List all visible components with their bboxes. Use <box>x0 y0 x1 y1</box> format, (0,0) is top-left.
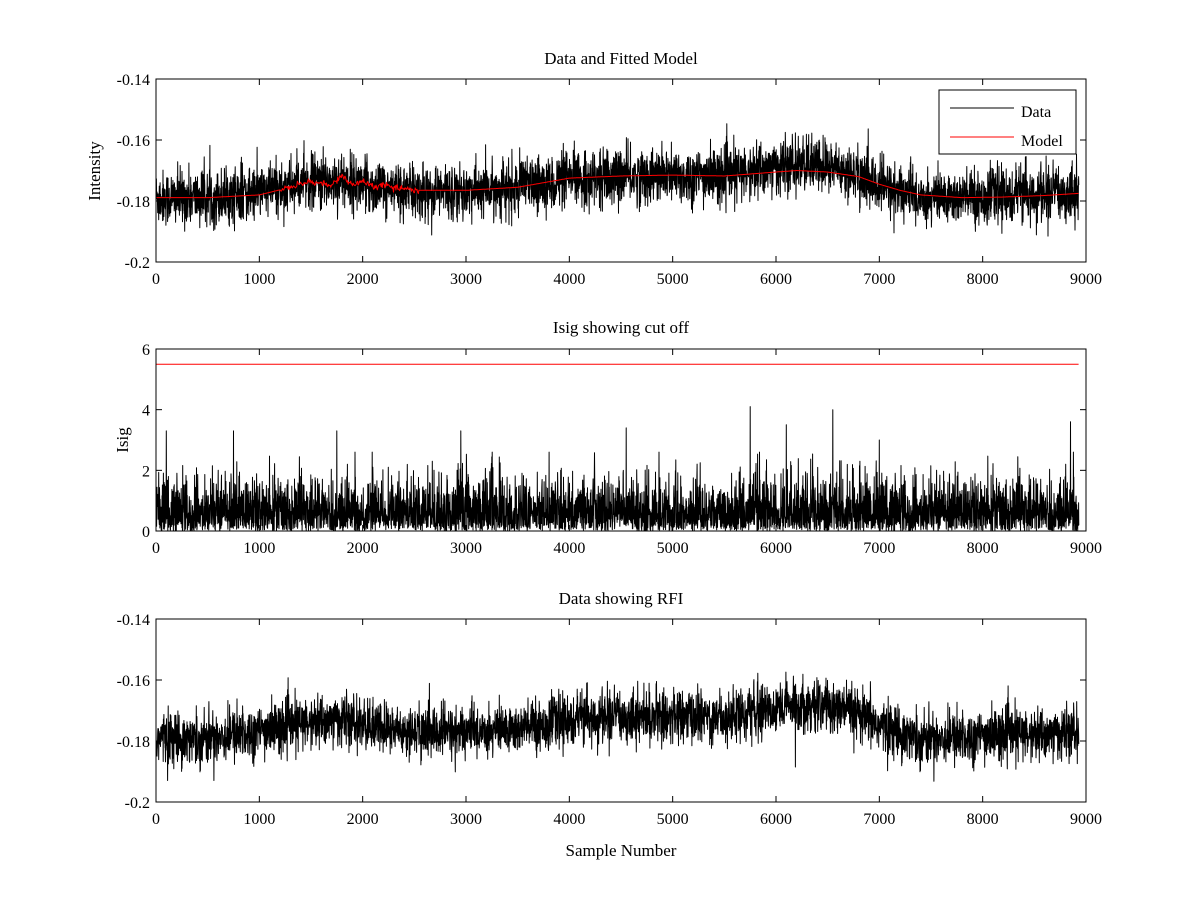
x-tick-label: 3000 <box>450 811 482 828</box>
panel-data-and-fitted-model: Data and Fitted Model Intensity 0 1000 200… <box>85 49 1102 288</box>
x-tick-label: 2000 <box>347 811 379 828</box>
y-axis-label: Isig <box>113 427 132 453</box>
y-tick-label: 6 <box>142 342 150 359</box>
x-tick-label: 4000 <box>553 271 585 288</box>
legend-label-data: Data <box>1021 104 1051 121</box>
x-tick-label: 6000 <box>760 540 792 557</box>
x-tick-label: 6000 <box>760 811 792 828</box>
x-tick-label: 7000 <box>863 540 895 557</box>
x-tick-label: 9000 <box>1070 540 1102 557</box>
y-tick-label: -0.16 <box>117 133 150 150</box>
plot-frame <box>155 348 1087 532</box>
x-tick-label: 9000 <box>1070 271 1102 288</box>
x-tick-label: 7000 <box>863 271 895 288</box>
tick-layer: 0 1000 2000 3000 4000 5000 6000 7000 8000 9000 -0.… <box>117 72 1102 288</box>
x-tick-label: 8000 <box>967 540 999 557</box>
x-tick-label: 8000 <box>967 271 999 288</box>
x-axis-label: Sample Number <box>566 841 677 860</box>
x-tick-label: 0 <box>152 540 160 557</box>
series-layer <box>155 363 1080 532</box>
x-tick-label: 1000 <box>243 811 275 828</box>
panel-isig-showing-cut-off: Isig showing cut off Isig 0 1000 2000 3000 4… <box>113 318 1102 557</box>
chart-title: Isig showing cut off <box>553 318 689 337</box>
y-axis-label: Intensity <box>85 141 104 201</box>
chart-title: Data and Fitted Model <box>544 49 698 68</box>
series-line-0 <box>155 406 1080 532</box>
x-tick-label: 5000 <box>657 271 689 288</box>
y-tick-label: -0.2 <box>125 795 150 812</box>
x-tick-label: 4000 <box>553 811 585 828</box>
y-tick-label: -0.18 <box>117 734 150 751</box>
y-tick-label: -0.14 <box>117 612 150 629</box>
y-tick-label: 2 <box>142 463 150 480</box>
x-tick-label: 2000 <box>347 540 379 557</box>
tick-layer: 0 1000 2000 3000 4000 5000 6000 7000 8000 9000 -0.… <box>117 612 1102 828</box>
y-tick-label: 0 <box>142 524 150 541</box>
tick-layer: 0 1000 2000 3000 4000 5000 6000 7000 8000 9000 0 2 4… <box>142 342 1102 557</box>
series-layer <box>155 123 1080 237</box>
y-tick-label: -0.16 <box>117 673 150 690</box>
series-line-model <box>156 170 1079 199</box>
series-layer <box>155 671 1080 782</box>
series-line-0 <box>155 671 1080 782</box>
legend: Data Model <box>938 89 1077 155</box>
x-tick-label: 3000 <box>450 540 482 557</box>
y-tick-label: -0.14 <box>117 72 150 89</box>
x-tick-label: 1000 <box>243 540 275 557</box>
x-tick-label: 9000 <box>1070 811 1102 828</box>
x-tick-label: 5000 <box>657 540 689 557</box>
x-tick-label: 0 <box>152 811 160 828</box>
panel-data-showing-rfi: Data showing RFI Sample Number 0 1000 2000… <box>117 589 1102 860</box>
legend-label-model: Model <box>1021 133 1063 150</box>
x-tick-label: 5000 <box>657 811 689 828</box>
x-tick-label: 2000 <box>347 271 379 288</box>
x-tick-label: 1000 <box>243 271 275 288</box>
x-tick-label: 4000 <box>553 540 585 557</box>
x-tick-label: 6000 <box>760 271 792 288</box>
plot-frame <box>155 618 1087 803</box>
series-line-data <box>155 123 1080 237</box>
y-tick-label: -0.18 <box>117 194 150 211</box>
plot-frame <box>155 78 1087 263</box>
y-tick-label: -0.2 <box>125 255 150 272</box>
x-tick-label: 0 <box>152 271 160 288</box>
x-tick-label: 3000 <box>450 271 482 288</box>
x-tick-label: 8000 <box>967 811 999 828</box>
x-tick-label: 7000 <box>863 811 895 828</box>
legend-box <box>938 89 1077 155</box>
chart-title: Data showing RFI <box>559 589 684 608</box>
y-tick-label: 4 <box>142 403 150 420</box>
